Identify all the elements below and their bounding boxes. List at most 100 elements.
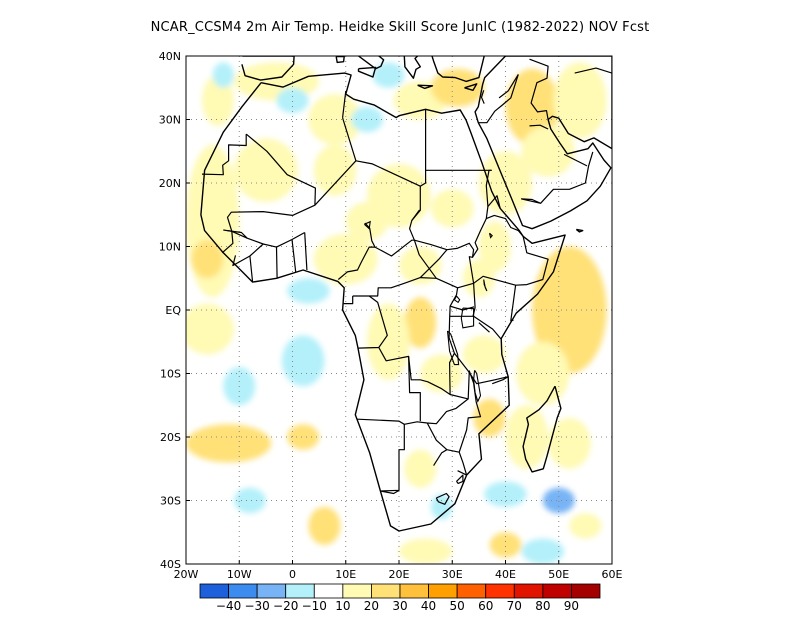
coastline — [575, 228, 584, 233]
lake-outline — [364, 220, 371, 230]
gridlines — [186, 56, 612, 564]
skill-region — [532, 246, 607, 374]
national-border — [435, 492, 450, 505]
national-border — [453, 352, 509, 385]
national-border — [201, 134, 247, 176]
coastlines-borders — [200, 56, 612, 532]
colorbar-label: −40 — [216, 599, 241, 613]
skill-region — [505, 68, 559, 145]
skill-region — [478, 221, 511, 272]
colorbar-swatch — [428, 583, 458, 599]
national-border — [457, 470, 467, 476]
lake-outline — [453, 295, 461, 304]
skill-region — [287, 424, 320, 450]
colorbar-label: 90 — [564, 599, 579, 613]
national-border — [563, 153, 588, 167]
coastline — [474, 56, 612, 230]
national-border — [304, 232, 308, 271]
skill-region — [308, 506, 341, 545]
longitude-tick-label: 20W — [174, 568, 199, 581]
national-border — [408, 356, 421, 422]
skill-region — [484, 481, 527, 507]
skill-region — [521, 538, 565, 564]
skill-region — [489, 532, 522, 558]
colorbar-label: 10 — [335, 599, 350, 613]
lake-outline — [460, 307, 475, 329]
national-border — [520, 151, 594, 204]
colorbar-swatch — [542, 583, 572, 599]
national-border — [411, 209, 421, 221]
colorbar-swatch — [342, 583, 372, 599]
longitude-tick-label: 0 — [289, 568, 296, 581]
national-border — [352, 295, 388, 349]
coastline — [464, 83, 478, 91]
longitude-tick-label: 20E — [389, 568, 410, 581]
coastline — [431, 56, 485, 83]
colorbar-label: 40 — [421, 599, 436, 613]
skill-region — [233, 138, 298, 203]
national-border — [380, 489, 400, 495]
national-border — [227, 230, 248, 239]
national-border — [226, 133, 316, 248]
latitude-tick-label: 20S — [160, 431, 181, 444]
skill-region — [473, 398, 506, 438]
national-border — [433, 449, 448, 466]
national-border — [342, 90, 347, 118]
national-border — [427, 398, 469, 425]
longitude-tick-label: 50E — [548, 568, 569, 581]
national-border — [485, 169, 501, 209]
coastline — [522, 385, 562, 473]
national-border — [426, 422, 468, 476]
skill-region — [404, 449, 437, 488]
coastline — [403, 56, 421, 79]
latitude-tick-label: 10S — [160, 368, 181, 381]
skill-region — [345, 202, 389, 241]
latitude-tick-label: 40S — [160, 558, 181, 571]
lake-outline — [488, 232, 493, 239]
longitude-tick-label: 60E — [602, 568, 623, 581]
national-border — [337, 222, 376, 280]
national-border — [449, 370, 482, 453]
longitude-tick-label: 10E — [335, 568, 356, 581]
colorbar-swatch — [456, 583, 487, 599]
map-title: NCAR_CCSM4 2m Air Temp. Heidke Skill Sco… — [150, 20, 650, 35]
coastline — [200, 72, 566, 532]
axis-labels: 20W 10W 0 10E 20E 30E 40E 50E 60E 40N 30N 20N 10N EQ 1… — [159, 50, 623, 581]
national-border — [515, 236, 549, 286]
coastline — [357, 66, 377, 78]
national-border — [232, 255, 251, 267]
skill-region — [399, 538, 453, 564]
colorbar-label: 80 — [535, 599, 550, 613]
national-border — [291, 239, 297, 272]
colorbar: −40 −30 −20 −10 10 20 30 40 50 60 70 80 90 — [199, 583, 601, 613]
colorbar-swatch — [485, 583, 515, 599]
skill-region — [313, 144, 357, 196]
colorbar-swatch — [228, 583, 258, 599]
lake-outline — [483, 279, 488, 292]
skill-region — [287, 278, 330, 304]
colorbar-swatch — [513, 583, 544, 599]
colorbar-swatch — [285, 583, 315, 599]
skill-region — [201, 75, 234, 126]
national-border — [498, 74, 519, 99]
national-border — [342, 117, 357, 161]
skill-region — [276, 87, 309, 114]
latitude-tick-label: 30S — [160, 495, 181, 508]
national-border — [343, 296, 354, 305]
national-border — [480, 90, 485, 104]
national-border — [491, 376, 509, 385]
colorbar-label: −30 — [244, 599, 269, 613]
coastline — [358, 56, 385, 70]
skill-region — [367, 303, 410, 380]
skill-region — [191, 240, 224, 279]
colorbar-label: −10 — [302, 599, 327, 613]
skill-region — [404, 297, 437, 349]
coastline — [417, 84, 434, 90]
colorbar-swatch — [313, 583, 344, 599]
colorbar-label: −20 — [273, 599, 298, 613]
skill-region — [553, 62, 607, 139]
longitude-tick-label: 30E — [442, 568, 463, 581]
national-border — [414, 239, 475, 258]
colorbar-swatch — [256, 583, 287, 599]
